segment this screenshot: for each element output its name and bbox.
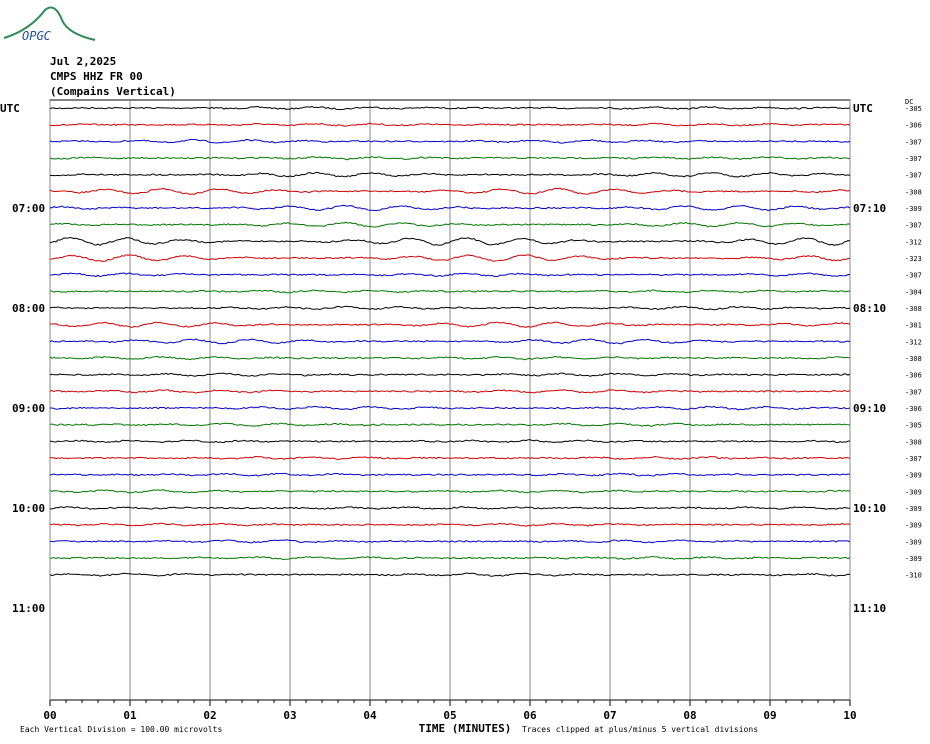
logo-text: OPGC: [22, 29, 52, 43]
trace: [49, 138, 851, 144]
trace: [49, 555, 851, 561]
trace: [49, 321, 851, 329]
dc-offset: -307: [905, 272, 922, 280]
time-label-left: 08:00: [12, 302, 45, 315]
dc-offset: -306: [905, 372, 922, 380]
x-title: TIME (MINUTES): [419, 722, 512, 735]
trace: [49, 187, 851, 195]
trace: [49, 372, 851, 377]
dc-offset: -309: [905, 505, 922, 513]
x-tick-label: 03: [283, 709, 296, 722]
clip-note: Traces clipped at plus/minus 5 vertical …: [522, 725, 758, 734]
dc-offset: -306: [905, 405, 922, 413]
dc-offset: -305: [905, 422, 922, 430]
dc-offset: -301: [905, 322, 922, 330]
x-tick-label: 04: [363, 709, 377, 722]
station: CMPS HHZ FR 00: [50, 70, 143, 83]
dc-offset: -312: [905, 338, 922, 346]
dc-offset: -307: [905, 455, 922, 463]
dc-offset: -323: [905, 255, 922, 263]
trace: [49, 105, 851, 111]
logo-mark: [3, 6, 96, 41]
trace: [49, 472, 851, 477]
x-tick-label: 01: [123, 709, 137, 722]
dc-offset: -305: [905, 105, 922, 113]
time-label-right: 09:10: [853, 402, 886, 415]
dc-offset: -312: [905, 238, 922, 246]
time-label-left: 07:00: [12, 202, 45, 215]
dc-offset: -308: [905, 305, 922, 313]
trace: [49, 422, 851, 427]
time-label-right: 07:10: [853, 202, 886, 215]
trace: [49, 338, 851, 345]
time-label-left: 09:00: [12, 402, 45, 415]
trace: [49, 236, 851, 247]
date: Jul 2,2025: [50, 55, 116, 68]
trace: [49, 489, 851, 494]
trace: [49, 305, 851, 311]
trace: [49, 539, 851, 544]
dc-offset: -307: [905, 172, 922, 180]
trace: [49, 439, 851, 444]
time-label-left: 10:00: [12, 502, 45, 515]
dc-offset: -309: [905, 555, 922, 563]
dc-offset: -308: [905, 188, 922, 196]
trace: [49, 221, 851, 228]
trace: [49, 506, 851, 510]
dc-offset: -308: [905, 355, 922, 363]
dc-offset: -309: [905, 205, 922, 213]
scale-note: Each Vertical Division = 100.00 microvol…: [20, 725, 222, 734]
x-tick-label: 02: [203, 709, 216, 722]
trace: [49, 572, 851, 577]
x-tick-label: 06: [523, 709, 537, 722]
x-tick-label: 10: [843, 709, 856, 722]
dc-offset: -309: [905, 522, 922, 530]
station-name: (Compains Vertical): [50, 85, 176, 98]
time-label-left: 11:00: [12, 602, 45, 615]
dc-offset: -309: [905, 538, 922, 546]
trace: [49, 122, 851, 127]
time-label-right: UTC: [853, 102, 873, 115]
dc-offset: -309: [905, 472, 922, 480]
trace: [49, 155, 851, 161]
time-label-right: 11:10: [853, 602, 886, 615]
trace: [49, 204, 851, 212]
time-label-left: UTC: [0, 102, 20, 115]
dc-offset: -309: [905, 488, 922, 496]
trace: [49, 272, 851, 278]
dc-offset: -304: [905, 288, 922, 296]
trace: [49, 171, 851, 178]
dc-offset: -307: [905, 155, 922, 163]
x-tick-label: 00: [43, 709, 56, 722]
dc-offset: -307: [905, 138, 922, 146]
trace: [49, 254, 851, 262]
dc-offset: -307: [905, 222, 922, 230]
dc-offset: -308: [905, 438, 922, 446]
trace: [49, 522, 851, 527]
trace: [49, 389, 851, 394]
dc-offset: -306: [905, 122, 922, 130]
trace: [49, 289, 851, 294]
time-label-right: 08:10: [853, 302, 886, 315]
trace: [49, 456, 851, 460]
x-tick-label: 08: [683, 709, 696, 722]
trace: [49, 355, 851, 361]
time-label-right: 10:10: [853, 502, 886, 515]
dc-offset: -307: [905, 388, 922, 396]
trace: [49, 405, 851, 411]
x-tick-label: 07: [603, 709, 616, 722]
x-tick-label: 09: [763, 709, 776, 722]
dc-offset: -310: [905, 572, 922, 580]
dc-header: DC: [905, 98, 913, 106]
x-tick-label: 05: [443, 709, 456, 722]
